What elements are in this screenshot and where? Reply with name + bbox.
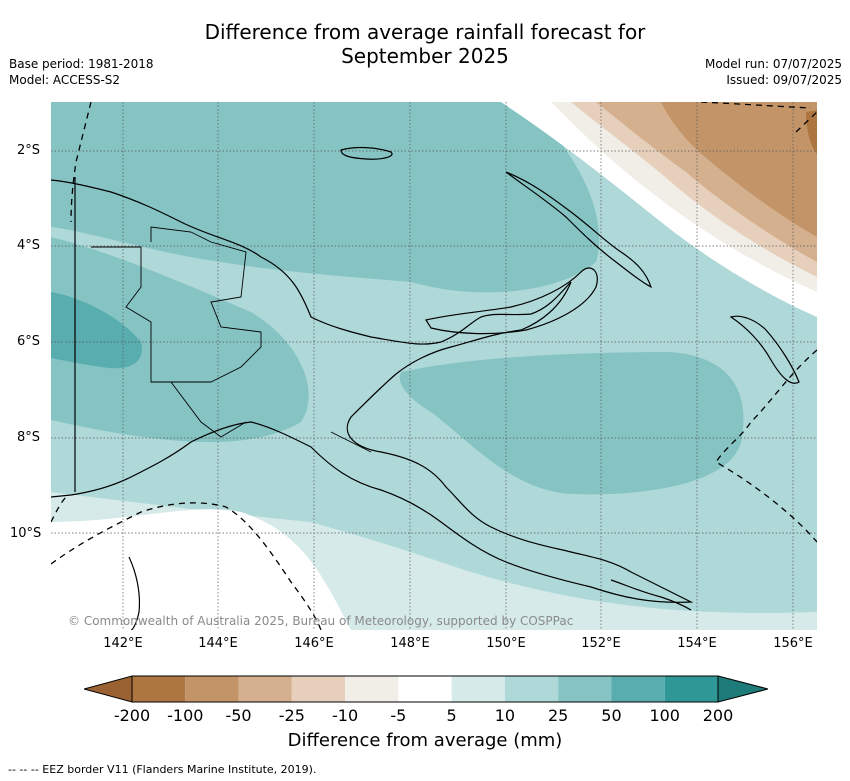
colorbar-tick-label: -5 xyxy=(390,706,407,725)
eez-border-ne xyxy=(795,111,817,133)
colorbar-segment xyxy=(238,676,292,702)
colorbar-segment xyxy=(558,676,612,702)
colorbar-arrow-low xyxy=(82,675,133,703)
bougainville-coast xyxy=(729,315,800,384)
eez-footnote: -- -- -- EEZ border V11 (Flanders Marine… xyxy=(8,763,317,776)
colorbar-tick-label: 10 xyxy=(494,706,516,725)
manus-coast xyxy=(340,146,393,160)
province-boundaries xyxy=(91,226,262,383)
colorbar-segment xyxy=(345,676,399,702)
new-guinea-coast xyxy=(51,179,694,603)
band-minus100-200 xyxy=(806,110,817,154)
eez-border-west xyxy=(70,102,92,223)
map-title: Difference from average rainfall forecas… xyxy=(0,20,850,68)
lat-label-2s: 2°S xyxy=(17,143,41,158)
model-run-text: Model run: 07/07/2025 xyxy=(704,57,842,71)
lon-label-156e: 156°E xyxy=(773,636,813,651)
colorbar-frame xyxy=(131,675,719,703)
lon-label-152e: 152°E xyxy=(581,636,621,651)
province-boundaries-2 xyxy=(170,381,247,438)
colorbar-tick-label: -100 xyxy=(167,706,204,725)
meta-left: Base period: 1981-2018 Model: ACCESS-S2 xyxy=(9,56,154,88)
colorbar-segment xyxy=(291,676,346,702)
issued-text: Issued: 09/07/2025 xyxy=(726,73,842,87)
model-text: Model: ACCESS-S2 xyxy=(9,73,121,87)
colorbar-tick-label: 25 xyxy=(547,706,569,725)
new-britain-coast xyxy=(425,267,598,335)
meta-right: Model run: 07/07/2025 Issued: 09/07/2025 xyxy=(705,56,842,88)
colorbar-tick-label: -200 xyxy=(113,706,151,725)
lat-label-8s: 8°S xyxy=(17,430,41,445)
band-minus50-100 xyxy=(661,102,817,237)
rainfall-map xyxy=(51,102,817,630)
coastlines xyxy=(51,146,800,630)
lat-label-4s: 4°S xyxy=(17,238,41,253)
colorbar-tick-label: -25 xyxy=(278,706,305,725)
graticule xyxy=(51,102,817,630)
base-period-text: Base period: 1981-2018 xyxy=(9,57,154,71)
copyright-text: © Commonwealth of Australia 2025, Bureau… xyxy=(68,614,574,628)
new-ireland-coast xyxy=(505,171,653,289)
colorbar-segment xyxy=(611,676,665,702)
colorbar-segment xyxy=(132,676,186,702)
band-neutral-southwest xyxy=(51,509,351,630)
colorbar-segment xyxy=(451,676,505,702)
band-25-50-west xyxy=(51,237,309,442)
colorbar-tick-label: 5 xyxy=(446,706,457,725)
band-25-50-north xyxy=(51,102,600,293)
colorbar-tick-label: -50 xyxy=(225,706,252,725)
colorbar-tick-label: -10 xyxy=(332,706,359,725)
eez-border-north xyxy=(700,102,812,109)
map-title-line2: September 2025 xyxy=(341,44,509,68)
colorbar-arrow-high xyxy=(717,675,770,703)
louisiade-coast xyxy=(610,579,692,611)
eez-border-sw xyxy=(51,496,67,523)
lon-label-144e: 144°E xyxy=(198,636,238,651)
colorbar-tick-label: 200 xyxy=(702,706,734,725)
lon-label-150e: 150°E xyxy=(486,636,526,651)
colorbar-tick-label: 50 xyxy=(601,706,622,725)
lon-label-146e: 146°E xyxy=(294,636,334,651)
colorbar-svg xyxy=(82,675,770,703)
lat-label-6s: 6°S xyxy=(17,334,41,349)
eez-borders xyxy=(51,102,817,630)
cape-york-coast xyxy=(128,556,141,630)
lon-label-148e: 148°E xyxy=(390,636,430,651)
band-25-50-east xyxy=(399,352,744,495)
lat-label-10s: 10°S xyxy=(10,526,42,541)
lon-label-142e: 142°E xyxy=(103,636,143,651)
colorbar xyxy=(82,673,770,705)
eez-border-south xyxy=(51,502,322,630)
rainfall-map-svg xyxy=(51,102,817,630)
colorbar-segment xyxy=(398,676,452,702)
colorbar-segment xyxy=(504,676,559,702)
map-title-line1: Difference from average rainfall forecas… xyxy=(204,20,646,44)
colorbar-title: Difference from average (mm) xyxy=(287,730,563,751)
band-50-100-west xyxy=(51,292,142,369)
lon-label-154e: 154°E xyxy=(677,636,717,651)
province-boundaries-3 xyxy=(330,431,372,453)
colorbar-tick-label: 100 xyxy=(649,706,680,725)
colorbar-segment xyxy=(185,676,239,702)
colorbar-segment xyxy=(664,676,718,702)
